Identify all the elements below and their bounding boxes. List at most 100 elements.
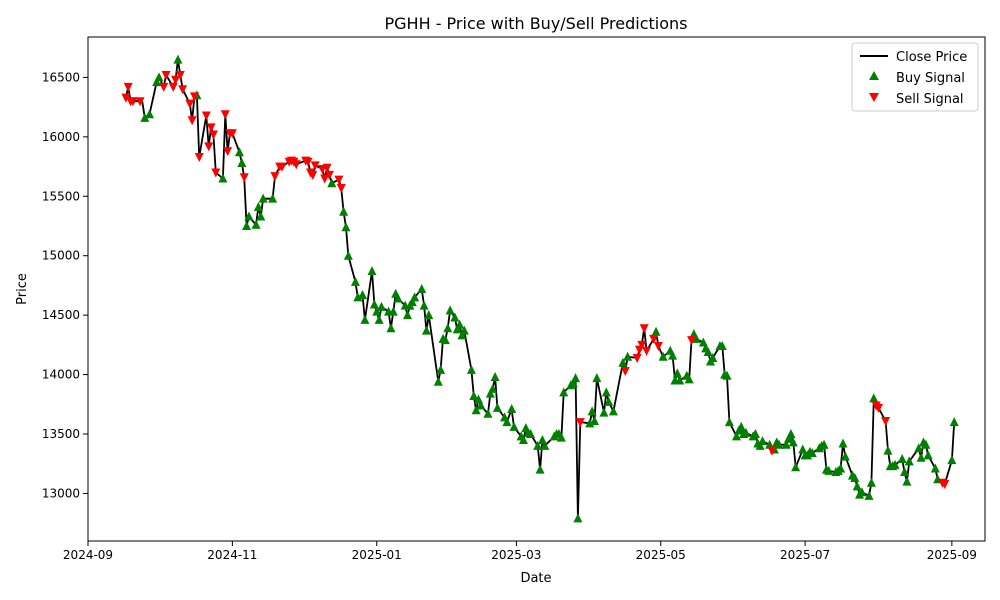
buy-signal-marker	[675, 375, 685, 385]
buy-signal-marker	[433, 376, 443, 386]
buy-signal-marker	[724, 417, 734, 427]
sell-signal-marker	[223, 147, 233, 157]
buy-signal-marker	[339, 206, 349, 216]
sell-signal-marker	[123, 82, 133, 92]
buy-signal-marker	[604, 396, 614, 406]
buy-signal-marker	[476, 400, 486, 410]
legend: Close Price Buy Signal Sell Signal	[851, 42, 979, 112]
sell-signal-marker	[206, 123, 216, 133]
sell-signal-marker	[211, 168, 221, 178]
buy-signal-marker	[736, 421, 746, 431]
buy-signal-marker	[750, 429, 760, 439]
sell-signal-marker	[324, 170, 334, 180]
buy-signal-marker	[369, 299, 379, 309]
buy-signal-marker	[850, 473, 860, 482]
sell-signal-markers	[121, 71, 950, 489]
sell-signal-marker	[639, 324, 649, 334]
buy-signal-marker	[445, 305, 455, 315]
buy-signal-marker	[483, 408, 493, 418]
buy-signal-marker	[436, 364, 446, 374]
buy-signal-marker	[469, 390, 479, 400]
sell-signal-marker	[201, 111, 211, 121]
sell-signal-marker	[632, 353, 642, 363]
buy-signal-marker	[466, 364, 476, 374]
sell-signal-marker	[308, 170, 318, 180]
sell-signal-marker	[291, 160, 301, 170]
buy-signal-marker	[258, 193, 268, 203]
buy-signal-marker	[410, 292, 420, 302]
buy-signal-marker	[571, 373, 581, 383]
buy-signal-marker	[485, 388, 495, 398]
buy-signal-marker	[154, 72, 164, 82]
chart-title: PGHH - Price with Buy/Sell Predictions	[385, 14, 688, 33]
y-tick-label: 15500	[42, 189, 80, 203]
buy-signal-marker	[824, 465, 834, 475]
buy-signal-marker	[902, 476, 912, 486]
buy-signal-marker	[353, 292, 363, 302]
buy-signal-marker	[836, 463, 846, 473]
sell-signal-marker	[620, 367, 630, 377]
sell-signal-marker	[873, 403, 883, 413]
buy-signal-marker	[535, 464, 545, 474]
buy-signal-marker	[708, 352, 718, 362]
buy-signal-marker	[556, 432, 566, 442]
x-tick-label: 2024-09	[63, 548, 113, 562]
sell-signal-marker	[336, 183, 346, 193]
buy-signal-marker	[618, 357, 628, 367]
y-tick-label: 14000	[42, 368, 80, 382]
buy-signal-marker	[234, 147, 244, 157]
sell-signal-marker	[649, 334, 659, 344]
buy-signal-marker	[140, 112, 150, 122]
y-tick-label: 14500	[42, 308, 80, 322]
buy-signal-marker	[145, 109, 155, 119]
buy-signal-marker	[421, 325, 431, 335]
buy-signal-marker	[949, 417, 959, 427]
sell-signal-marker	[168, 82, 178, 92]
sell-signal-marker	[881, 416, 891, 426]
buy-signal-marker	[407, 297, 417, 307]
buy-signal-marker	[923, 450, 933, 460]
sell-signal-marker	[135, 97, 145, 107]
sell-signal-marker	[270, 172, 280, 182]
buy-signal-marker	[393, 293, 403, 303]
sell-signal-marker	[161, 71, 171, 81]
buy-signal-marker	[253, 201, 263, 211]
sell-signal-marker	[653, 342, 663, 352]
buy-signal-marker	[540, 440, 550, 450]
sell-signal-marker	[175, 71, 185, 81]
buy-signal-marker	[268, 193, 278, 203]
sell-signal-marker	[642, 346, 652, 356]
buy-signal-marker	[403, 310, 413, 320]
buy-signal-marker	[703, 347, 713, 356]
buy-signal-marker	[358, 289, 368, 299]
buy-signal-marker	[658, 351, 668, 361]
buy-signal-marker	[651, 326, 661, 336]
buy-signal-marker	[774, 439, 784, 449]
buy-signal-marker	[450, 312, 460, 322]
sell-signal-marker	[239, 173, 249, 183]
buy-signal-marker	[722, 370, 732, 380]
sell-signal-marker	[204, 142, 214, 152]
buy-signal-marker	[599, 407, 609, 417]
buy-signal-marker	[343, 250, 353, 260]
x-tick-label: 2025-05	[636, 548, 686, 562]
buy-signal-marker	[386, 323, 396, 333]
buy-signal-marker	[857, 487, 867, 497]
sell-signal-marker	[322, 163, 332, 173]
buy-signal-marker	[589, 415, 599, 425]
buy-signal-marker	[173, 54, 183, 64]
buy-signal-marker	[573, 513, 583, 523]
buy-signal-marker	[781, 439, 791, 449]
x-tick-label: 2025-09	[927, 548, 977, 562]
buy-signal-marker	[443, 323, 453, 333]
buy-signal-marker	[518, 434, 528, 444]
y-tick-label: 16500	[42, 70, 80, 84]
legend-sell-signal-label: Sell Signal	[896, 92, 964, 107]
buy-signal-marker	[244, 211, 254, 221]
buy-signal-marker	[914, 443, 924, 453]
buy-signal-marker	[374, 314, 384, 324]
y-axis-label: Price	[15, 273, 30, 305]
buy-signal-marker	[419, 300, 429, 310]
buy-signal-marker	[947, 455, 957, 465]
